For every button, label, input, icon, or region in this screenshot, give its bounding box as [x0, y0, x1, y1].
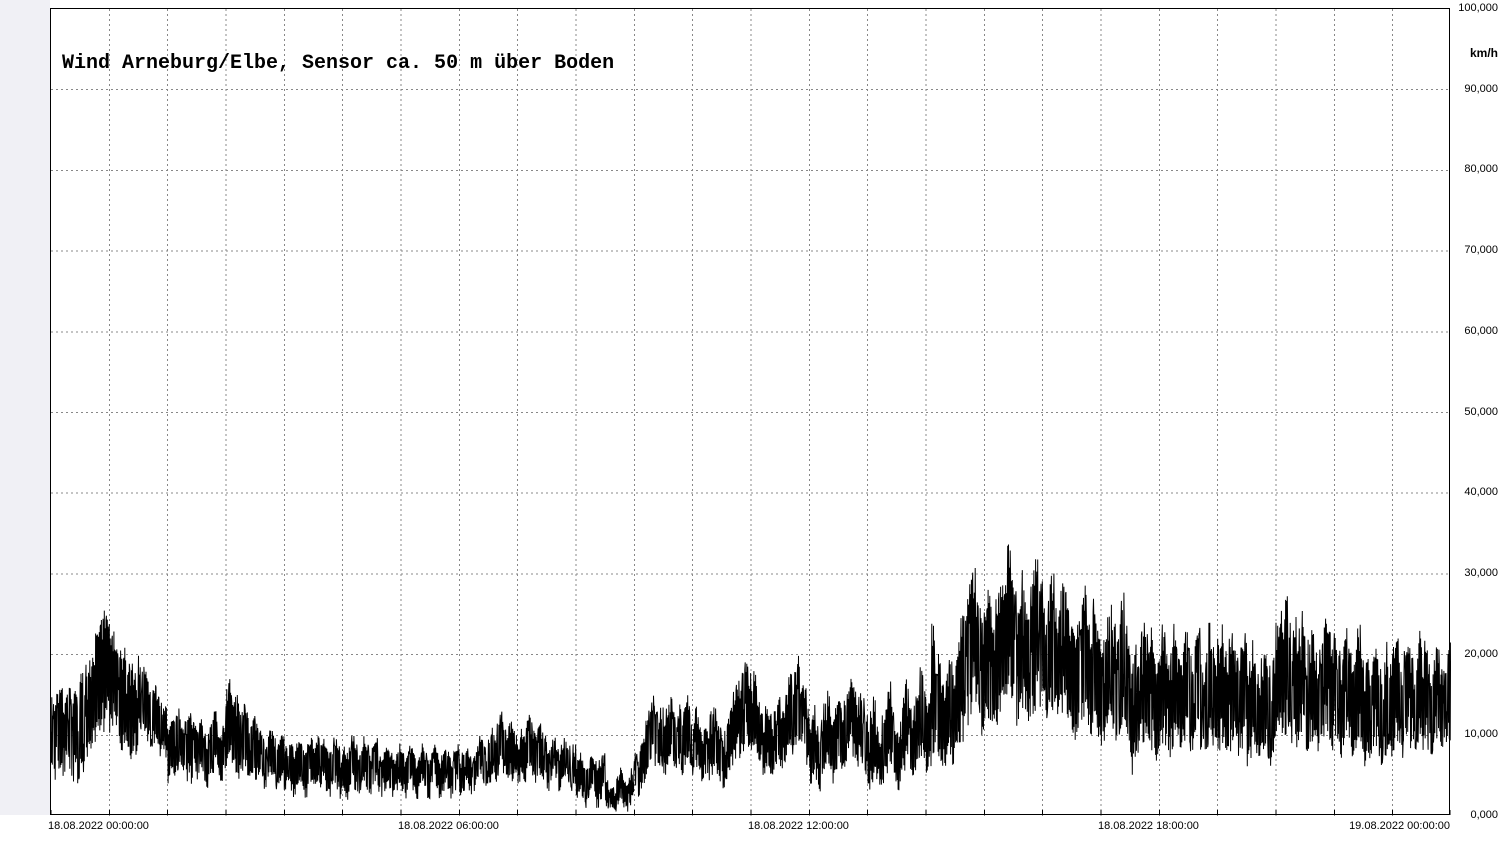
x-tick-label: 18.08.2022 18:00:00 [1098, 820, 1199, 832]
chart-title: Wind Arneburg/Elbe, Sensor ca. 50 m über… [62, 52, 614, 75]
y-tick-label: 40,000 [1464, 486, 1498, 498]
y-tick-label: 60,000 [1464, 325, 1498, 337]
y-tick-label: 10,000 [1464, 728, 1498, 740]
x-tick-label: 18.08.2022 06:00:00 [398, 820, 499, 832]
y-axis-area [0, 0, 50, 815]
plot-area [50, 8, 1450, 815]
y-tick-label: 90,000 [1464, 83, 1498, 95]
x-tick-label: 18.08.2022 12:00:00 [748, 820, 849, 832]
x-tick-label: 19.08.2022 00:00:00 [1349, 820, 1450, 832]
y-tick-label: 20,000 [1464, 648, 1498, 660]
y-tick-label: 30,000 [1464, 567, 1498, 579]
y-tick-label: 0,000 [1470, 809, 1498, 821]
x-tick-label: 18.08.2022 00:00:00 [48, 820, 149, 832]
y-tick-label: 100,000 [1458, 2, 1498, 14]
y-axis-unit: km/h [1470, 46, 1498, 60]
y-tick-label: 50,000 [1464, 406, 1498, 418]
plot-svg [51, 9, 1451, 816]
y-tick-label: 70,000 [1464, 244, 1498, 256]
page: Wind Arneburg/Elbe, Sensor ca. 50 m über… [0, 0, 1500, 866]
y-tick-label: 80,000 [1464, 163, 1498, 175]
